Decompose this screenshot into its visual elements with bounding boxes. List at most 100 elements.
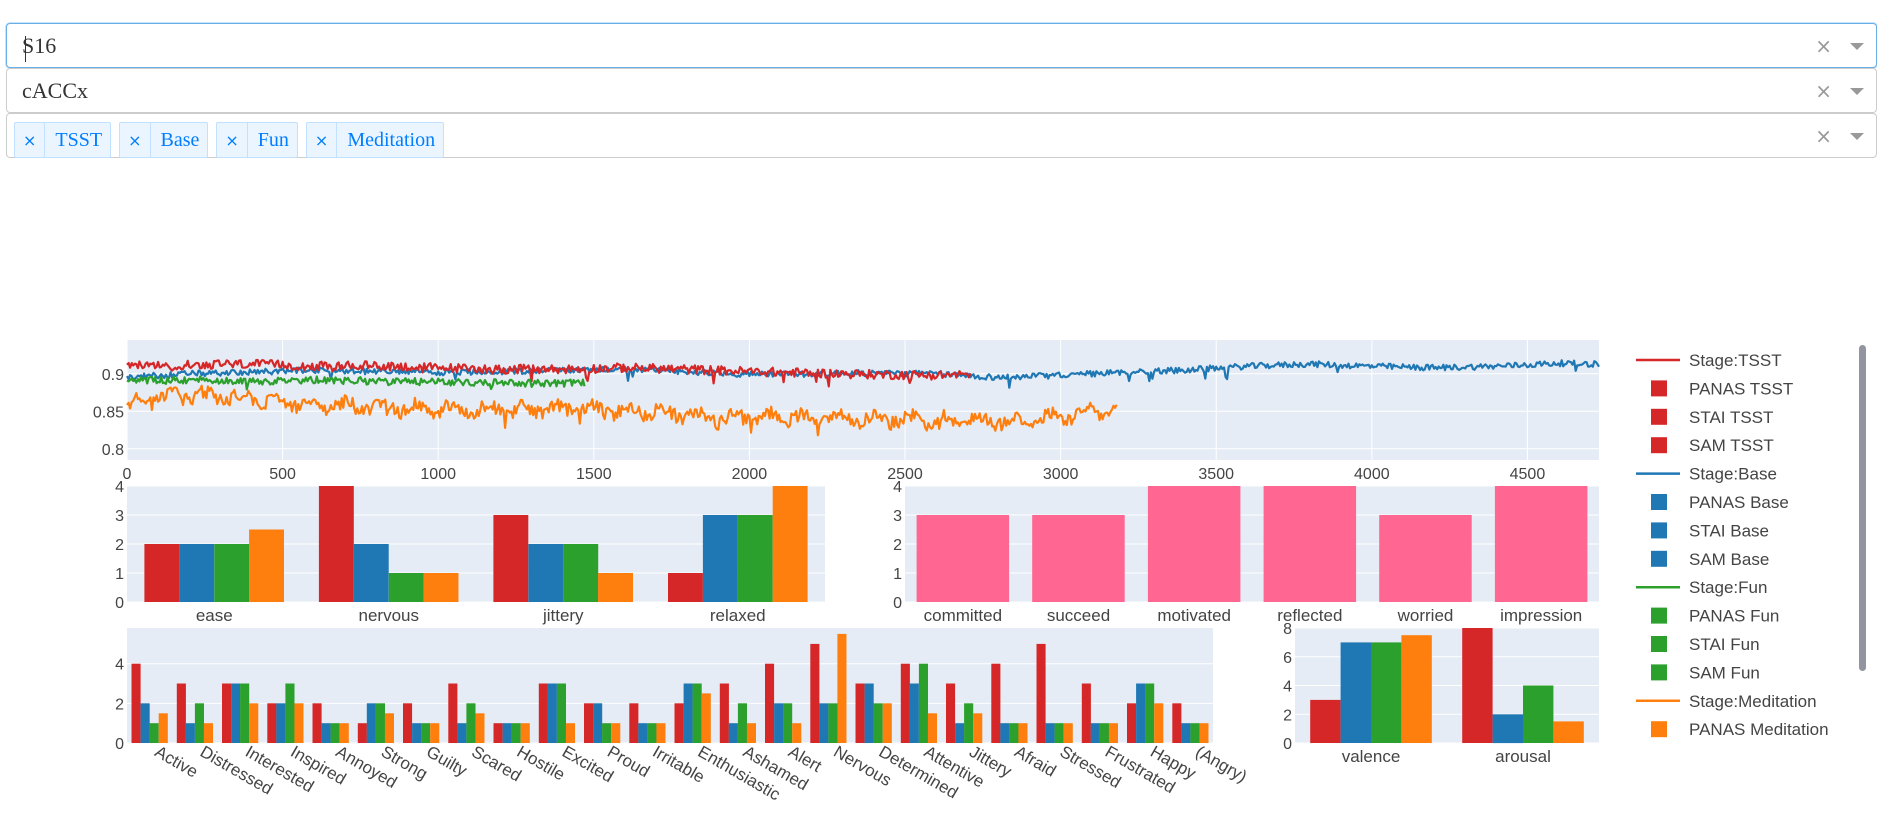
panas-bar-irritable-fun [647, 723, 657, 743]
legend-label: PANAS Base [1689, 493, 1789, 512]
stage-tag-label: Meditation [347, 128, 436, 151]
panas-bar-distressed-base [185, 723, 195, 743]
legend-label: SAM Fun [1689, 663, 1760, 682]
sam-valence-arousal-y-tick-label: 8 [1283, 621, 1292, 638]
sam-valence-arousal-y-tick-label: 2 [1283, 707, 1292, 724]
legend-label: Stage:Fun [1689, 578, 1767, 597]
sam-affect-bar-nervous-fun [388, 573, 424, 602]
sam-valence-arousal-bar-arousal-tsst [1462, 628, 1493, 743]
timeseries-x-tick-label: 4000 [1354, 466, 1390, 483]
signal-clear-icon[interactable]: × [1815, 78, 1832, 103]
subject-clear-icon[interactable]: × [1815, 33, 1832, 58]
legend-item-panas-meditation[interactable]: PANAS Meditation [1651, 720, 1829, 739]
legend-label: STAI Fun [1689, 635, 1760, 654]
panas-bar-frustrated-fun [1099, 723, 1109, 743]
panas-bar-attentive-fun [918, 663, 928, 743]
legend-label: PANAS Meditation [1689, 720, 1829, 739]
sam-affect-bar-ease-fun [214, 544, 250, 602]
panas-x-tick-label: Excited [559, 742, 617, 786]
remove-meditation-icon[interactable]: × [307, 123, 338, 157]
stage-tags: × TSST × Base × Fun × Meditation [14, 122, 445, 158]
stages-multiselect[interactable]: × TSST × Base × Fun × Meditation × [6, 113, 1877, 158]
legend-box-swatch [1651, 522, 1667, 539]
sam-valence-arousal-y-tick-label: 4 [1283, 679, 1292, 696]
panas-bar-afraid-tsst [991, 663, 1001, 743]
panas-bar-angry-tsst [1172, 703, 1182, 743]
signal-value: cACCx [22, 77, 88, 103]
signal-chevron-down-icon[interactable] [1850, 87, 1864, 95]
sam-items-y-tick-label: 2 [893, 537, 902, 554]
panas-bar-angry-base [1181, 723, 1191, 743]
panas-bar-frustrated-meditation [1108, 723, 1118, 743]
panas-bar-annoyed-tsst [312, 703, 322, 743]
panas-bar-alert-meditation [792, 723, 802, 743]
panas-bar-irritable-base [638, 723, 648, 743]
panas-bar-afraid-base [1000, 723, 1010, 743]
panas-bar-jittery-base [955, 723, 965, 743]
series-line-tsst [126, 358, 972, 388]
panas-bar-determined-meditation [882, 703, 892, 743]
legend-box-swatch [1651, 607, 1667, 624]
sam-valence-arousal-x-tick-label: valence [1342, 747, 1401, 766]
legend-item-stai-fun[interactable]: STAI Fun [1651, 635, 1760, 654]
panas-bar-alert-base [774, 703, 784, 743]
legend-item-stage-fun[interactable]: Stage:Fun [1636, 578, 1767, 597]
legend-item-stage-base[interactable]: Stage:Base [1636, 465, 1777, 484]
panas-bar-determined-base [864, 683, 874, 743]
timeseries-x-tick-label: 2000 [732, 466, 768, 483]
legend-scrollbar[interactable] [1859, 345, 1866, 671]
remove-tsst-icon[interactable]: × [15, 123, 46, 157]
remove-fun-icon[interactable]: × [217, 123, 248, 157]
legend-box-swatch [1651, 636, 1667, 652]
panas-y-tick-label: 4 [115, 657, 124, 674]
stage-tag-tsst: × TSST [14, 122, 112, 158]
sam-affect-y-tick-label: 2 [115, 537, 124, 554]
sam-items-bar-worried [1379, 515, 1472, 602]
legend-label: Stage:Meditation [1689, 692, 1817, 711]
signal-dropdown[interactable]: cACCx × [6, 68, 1877, 113]
sam-affect-bar-relaxed-fun [737, 515, 773, 602]
timeseries-x-tick-label: 2500 [887, 466, 923, 483]
legend-label: PANAS TSST [1689, 379, 1793, 398]
panas-bar-annoyed-base [321, 723, 331, 743]
legend-box-swatch [1651, 550, 1667, 567]
panas-bar-happy-tsst [1127, 703, 1137, 743]
legend-item-panas-base[interactable]: PANAS Base [1651, 493, 1789, 512]
sam-items-bar-impression [1494, 486, 1588, 602]
panas-bar-afraid-fun [1009, 723, 1019, 743]
subject-chevron-down-icon[interactable] [1850, 42, 1864, 50]
panas-bar-jittery-tsst [946, 683, 956, 743]
legend-label: STAI Base [1689, 521, 1769, 540]
panas-bar-proud-base [593, 703, 603, 743]
legend-item-sam-fun[interactable]: SAM Fun [1651, 663, 1760, 682]
panas-bar-enthusiastic-fun [692, 683, 702, 743]
panas-bar-stressed-meditation [1063, 723, 1073, 743]
stage-tag-label: TSST [55, 128, 103, 151]
panas-bar-ashamed-fun [737, 703, 747, 743]
legend-item-stai-base[interactable]: STAI Base [1651, 521, 1769, 540]
timeseries-x-tick-label: 4500 [1510, 466, 1546, 483]
legend-label: PANAS Fun [1689, 607, 1779, 626]
legend-item-stage-meditation[interactable]: Stage:Meditation [1636, 692, 1817, 711]
legend-item-stage-tsst[interactable]: Stage:TSST [1636, 351, 1782, 370]
panas-bar-strong-tsst [357, 723, 367, 743]
panas-bar-proud-fun [602, 723, 612, 743]
sam-valence-arousal-bar-arousal-meditation [1553, 721, 1584, 743]
panas-bar-jittery-meditation [973, 713, 983, 743]
timeseries-x-tick-label: 1000 [420, 466, 456, 483]
stages-chevron-down-icon[interactable] [1850, 132, 1864, 140]
sam-items-bar-reflected [1263, 486, 1357, 602]
legend-item-panas-fun[interactable]: PANAS Fun [1651, 607, 1779, 626]
sam-affect-y-tick-label: 3 [115, 508, 124, 525]
sam-affect-x-tick-label: ease [196, 606, 233, 625]
subject-dropdown[interactable]: S16 × [6, 23, 1877, 68]
timeseries-y-tick-label: 0.85 [93, 404, 124, 421]
legend-item-stai-tsst[interactable]: STAI TSST [1651, 408, 1773, 427]
stages-clear-icon[interactable]: × [1815, 123, 1832, 148]
remove-base-icon[interactable]: × [120, 123, 151, 157]
legend-item-panas-tsst[interactable]: PANAS TSST [1651, 379, 1793, 398]
legend-item-sam-base[interactable]: SAM Base [1651, 550, 1769, 569]
legend-item-sam-tsst[interactable]: SAM TSST [1651, 436, 1774, 455]
sam-valence-arousal-bar-valence-meditation [1401, 635, 1432, 743]
panas-bar-guilty-meditation [430, 723, 440, 743]
